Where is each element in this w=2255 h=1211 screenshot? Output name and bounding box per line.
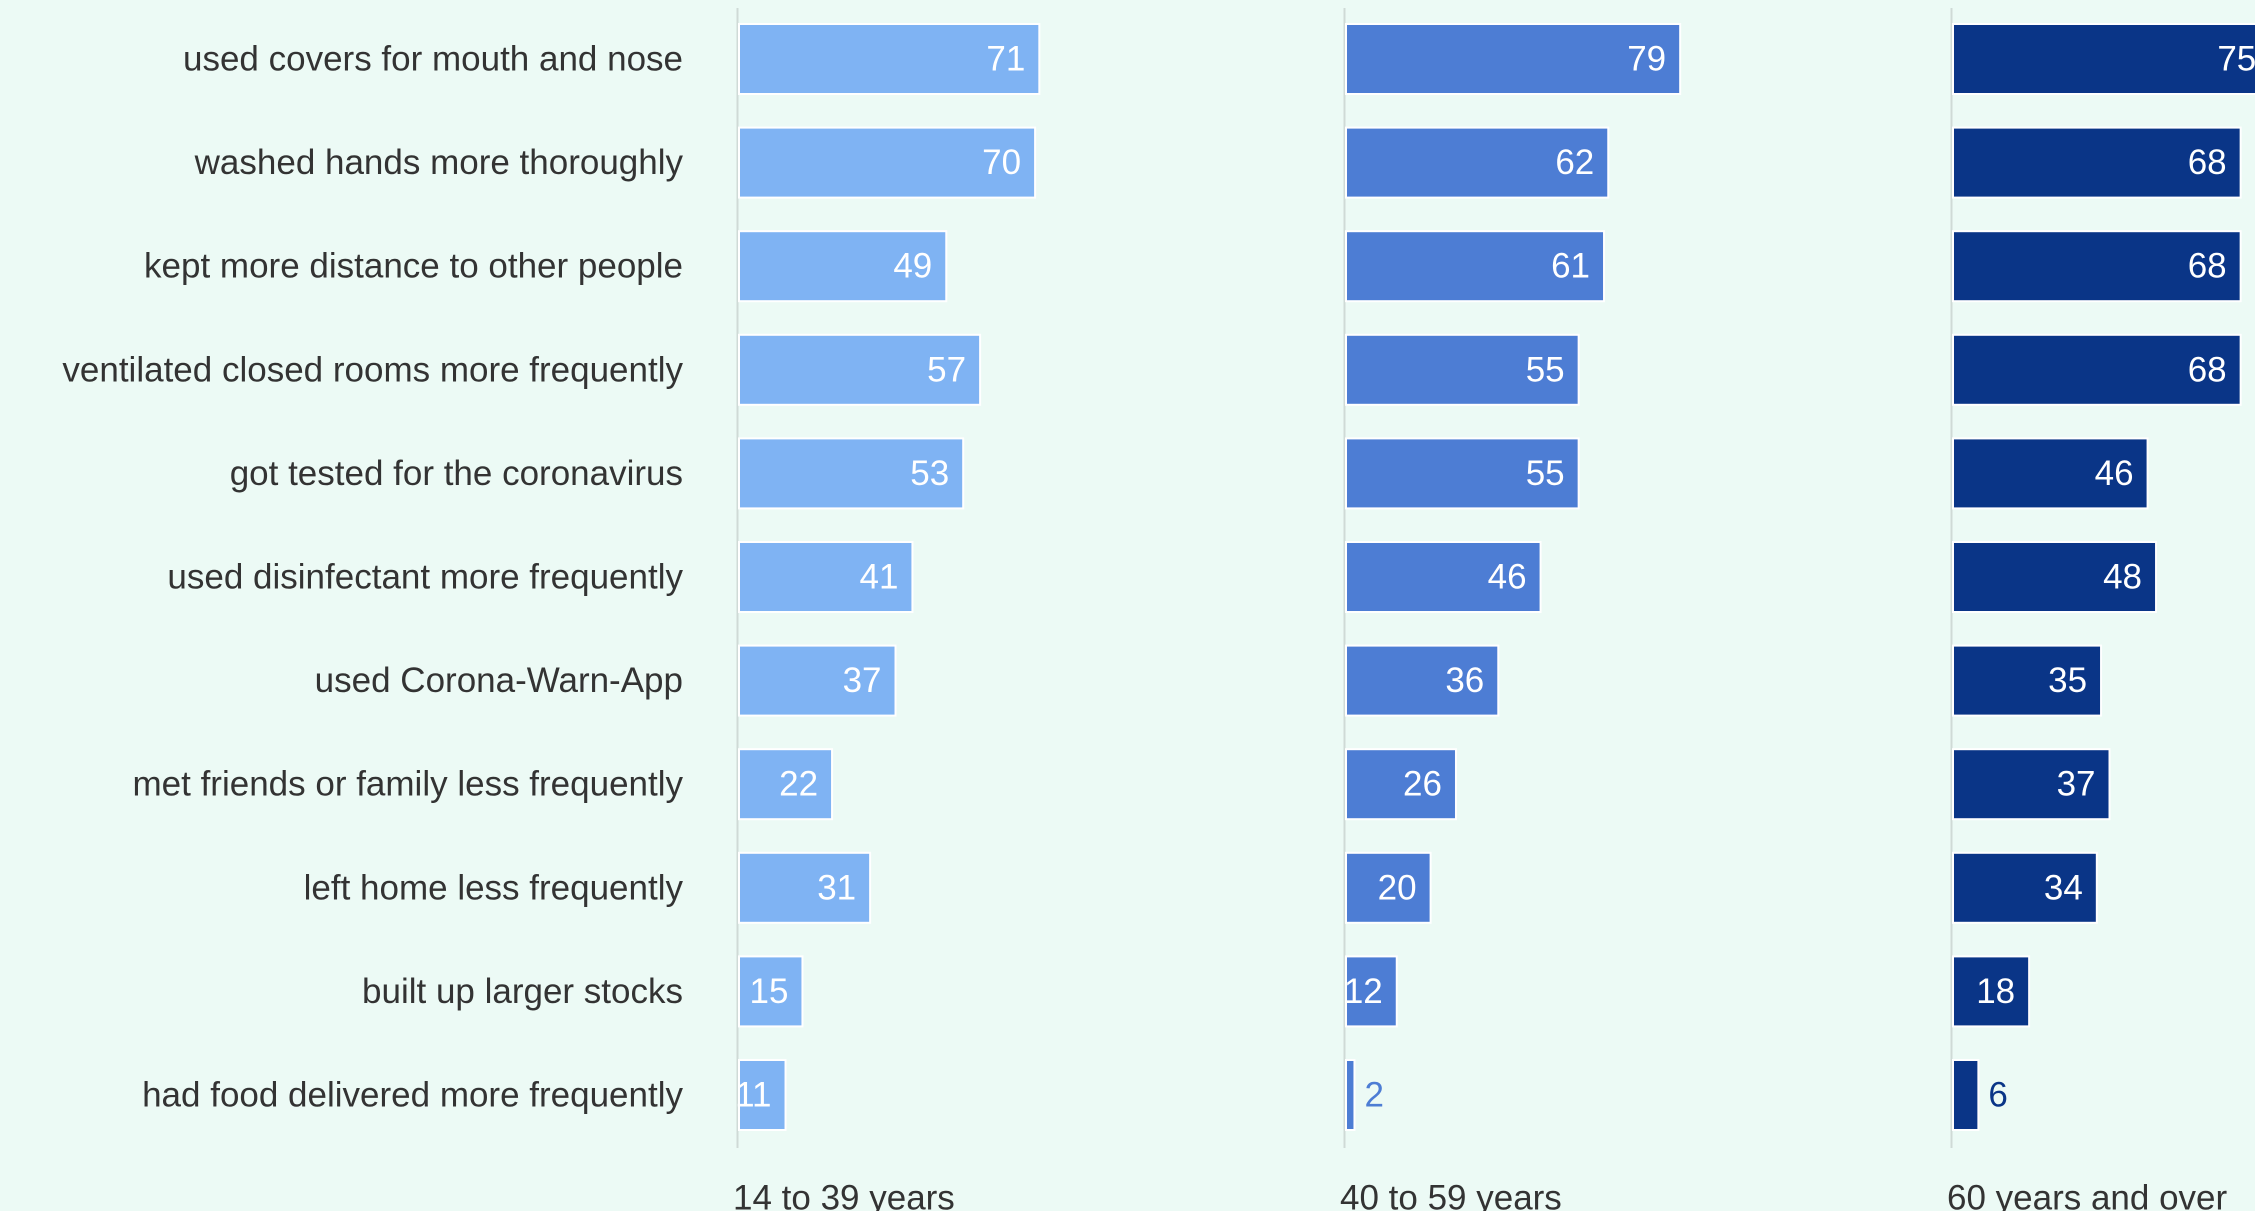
bar (738, 541, 914, 613)
value-label: 53 (910, 454, 949, 493)
bar (738, 230, 948, 303)
value-label: 48 (2103, 558, 2142, 597)
bar (1952, 333, 2242, 406)
value-label: 34 (2044, 868, 2083, 907)
category-label: ventilated closed rooms more frequently (62, 350, 683, 389)
bar (1952, 230, 2242, 303)
value-label: 79 (1627, 40, 1666, 79)
bar (1952, 541, 2158, 613)
bar (1345, 644, 1500, 717)
value-label: 68 (2188, 350, 2227, 389)
value-label: 46 (1488, 558, 1527, 597)
value-label: 6 (1988, 1076, 2007, 1115)
value-label: 68 (2188, 247, 2227, 286)
panel-label: 14 to 39 years (733, 1179, 955, 1211)
bar (738, 1059, 787, 1131)
value-label: 75 (2217, 40, 2255, 79)
category-label: left home less frequently (304, 868, 684, 907)
value-label: 22 (779, 765, 818, 804)
value-label: 37 (2057, 765, 2096, 804)
bar (1345, 748, 1457, 821)
bar (738, 333, 982, 406)
value-label: 31 (817, 868, 856, 907)
bar (738, 126, 1037, 199)
bar (738, 851, 872, 924)
value-label: 62 (1555, 143, 1594, 182)
value-label: 49 (893, 247, 932, 286)
bar (1952, 437, 2149, 510)
bar (1345, 230, 1606, 303)
bar (738, 644, 897, 717)
bar (1345, 955, 1398, 1028)
value-label: 20 (1378, 868, 1417, 907)
value-label: 26 (1403, 765, 1442, 804)
value-label: 55 (1526, 454, 1565, 493)
category-label: had food delivered more frequently (142, 1076, 683, 1115)
panel-label: 40 to 59 years (1340, 1179, 1562, 1211)
value-label: 11 (735, 1076, 771, 1115)
bar (738, 23, 1041, 95)
value-label: 15 (750, 972, 789, 1011)
category-label: used Corona-Warn-App (315, 661, 683, 700)
value-label: 12 (1344, 972, 1383, 1011)
bar (1952, 23, 2255, 95)
bar (1345, 437, 1580, 510)
bar (1345, 23, 1682, 95)
category-label: washed hands more thoroughly (194, 143, 684, 182)
value-label: 41 (859, 558, 898, 597)
bar (1345, 1059, 1356, 1131)
bar (1345, 126, 1610, 199)
bar (1952, 1059, 1980, 1131)
value-label: 36 (1445, 661, 1484, 700)
value-label: 37 (843, 661, 882, 700)
value-label: 61 (1551, 247, 1590, 286)
bar (1952, 851, 2098, 924)
bar (1952, 126, 2242, 199)
bar (1952, 748, 2111, 821)
bar (1345, 851, 1432, 924)
panel-label: 60 years and over (1947, 1179, 2228, 1211)
value-label: 57 (927, 350, 966, 389)
category-label: built up larger stocks (362, 972, 683, 1011)
bar (738, 748, 834, 821)
value-label: 18 (1976, 972, 2015, 1011)
bar (1345, 541, 1542, 613)
value-label: 55 (1526, 350, 1565, 389)
bar (1952, 955, 2031, 1028)
category-label: met friends or family less frequently (133, 765, 684, 804)
bar (738, 437, 965, 510)
value-label: 70 (982, 143, 1021, 182)
bar (1345, 333, 1580, 406)
category-label: kept more distance to other people (144, 247, 683, 286)
value-label: 68 (2188, 143, 2227, 182)
category-label: used covers for mouth and nose (183, 40, 683, 79)
value-label: 2 (1364, 1076, 1383, 1115)
bar (738, 955, 804, 1028)
value-label: 71 (986, 40, 1025, 79)
value-label: 46 (2095, 454, 2134, 493)
category-label: got tested for the coronavirus (230, 454, 683, 493)
value-label: 35 (2048, 661, 2087, 700)
category-label: used disinfectant more frequently (167, 558, 683, 597)
bar (1952, 644, 2103, 717)
